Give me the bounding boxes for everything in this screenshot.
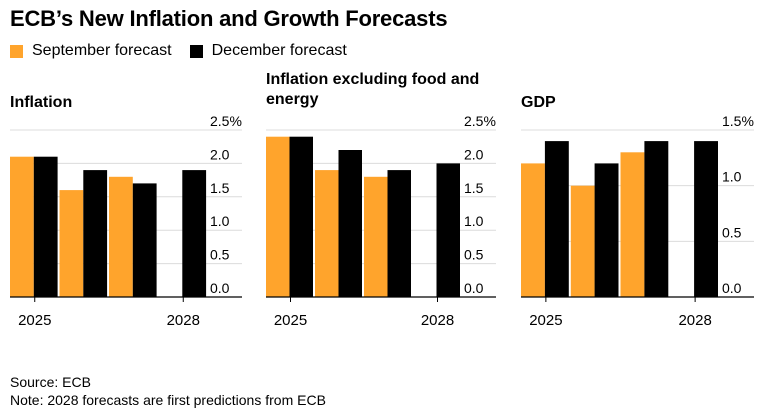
- bar-2-december-2025: [289, 136, 313, 297]
- panel-title-3-line-1: GDP: [521, 94, 556, 111]
- y-tick-label-2-4: 2.0: [464, 146, 484, 162]
- bar-3-december-2028: [694, 141, 718, 297]
- y-tick-label-3-3: 1.5%: [722, 113, 754, 129]
- panel-title-1-line-1: Inflation: [10, 94, 72, 111]
- bar-3-december-2027: [644, 141, 669, 297]
- y-tick-label-1-0: 0.0: [210, 280, 230, 296]
- bar-1-december-2026: [83, 170, 108, 297]
- x-tick-label-3-2028: 2028: [678, 312, 711, 329]
- y-tick-label-1-1: 0.5: [210, 247, 230, 263]
- y-tick-label-3-0: 0.0: [722, 280, 742, 296]
- x-tick-label-1-2025: 2025: [18, 312, 51, 329]
- y-tick-label-2-1: 0.5: [464, 247, 484, 263]
- bar-2-december-2026: [338, 150, 362, 297]
- legend-label-december: December forecast: [211, 42, 347, 59]
- bar-2-september-2027: [364, 176, 388, 297]
- bar-3-december-2025: [544, 141, 569, 297]
- legend-label-september: September forecast: [32, 42, 172, 59]
- bar-2-september-2025: [266, 136, 290, 297]
- bar-1-september-2026: [59, 190, 84, 297]
- y-tick-label-1-4: 2.0: [210, 146, 230, 162]
- bar-1-september-2027: [109, 176, 133, 297]
- bar-1-september-2025: [10, 156, 34, 297]
- y-tick-label-2-3: 1.5: [464, 180, 484, 196]
- bar-1-december-2025: [33, 156, 58, 297]
- bar-3-september-2027: [620, 152, 645, 297]
- source-note: Source: ECB: [10, 374, 91, 390]
- bar-1-december-2028: [182, 170, 207, 297]
- bar-3-september-2026: [570, 185, 595, 297]
- x-tick-label-3-2025: 2025: [529, 312, 562, 329]
- y-tick-label-2-0: 0.0: [464, 280, 484, 296]
- x-tick-label-2-2025: 2025: [274, 312, 307, 329]
- legend: September forecast December forecast: [10, 42, 365, 60]
- legend-item-december: December forecast: [189, 42, 347, 60]
- y-tick-label-2-2: 1.0: [464, 213, 484, 229]
- x-tick-label-1-2028: 2028: [167, 312, 200, 329]
- bar-3-december-2026: [594, 163, 619, 297]
- footer: Source: ECB Note: 2028 forecasts are fir…: [10, 373, 326, 409]
- chart-title: ECB’s New Inflation and Growth Forecasts: [10, 6, 448, 31]
- y-tick-label-3-1: 0.5: [722, 224, 742, 240]
- y-tick-label-2-5: 2.5%: [464, 113, 496, 129]
- legend-swatch-december: [189, 44, 203, 58]
- panel-title-2-line-2: energy: [266, 91, 319, 108]
- footnote: Note: 2028 forecasts are first predictio…: [10, 392, 326, 408]
- bar-2-december-2027: [387, 170, 411, 297]
- bar-2-september-2026: [315, 170, 339, 297]
- y-tick-label-1-3: 1.5: [210, 180, 230, 196]
- y-tick-label-1-2: 1.0: [210, 213, 230, 229]
- panel-title-2-line-1: Inflation excluding food and: [266, 71, 479, 88]
- bar-2-december-2028: [436, 163, 460, 297]
- bar-3-september-2025: [521, 163, 545, 297]
- legend-swatch-september: [10, 44, 23, 58]
- bar-1-december-2027: [132, 183, 157, 297]
- y-tick-label-3-2: 1.0: [722, 169, 742, 185]
- x-tick-label-2-2028: 2028: [421, 312, 454, 329]
- legend-item-september: September forecast: [10, 42, 172, 60]
- y-tick-label-1-5: 2.5%: [210, 113, 242, 129]
